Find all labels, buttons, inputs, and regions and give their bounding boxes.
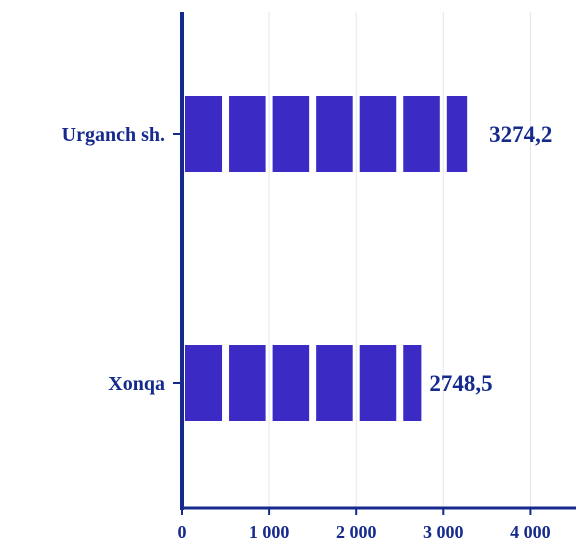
x-tick-label: 3 000 [423,522,464,542]
bar-segment [359,96,397,172]
bar-segment [272,96,310,172]
bar-segment [185,345,223,421]
labels: 0 1 000 2 000 3 000 4 000 Urganch sh. 3274,2 Xo… [62,122,553,542]
x-tick-label: 2 000 [336,522,377,542]
gridlines [268,12,531,508]
bars [185,96,468,421]
bar-segment [272,345,310,421]
category-label: Urganch sh. [62,124,165,146]
bar-segment [316,96,353,172]
bar-segment [403,96,440,172]
category-label: Xonqa [108,373,165,395]
bar-segment [403,345,422,421]
bar-xonqa [185,345,422,421]
bar-segment [316,345,353,421]
data-label: 2748,5 [429,371,492,396]
bar-segment [446,96,468,172]
x-tick-label: 4 000 [510,522,551,542]
data-label: 3274,2 [489,122,552,147]
bar-urganch [185,96,468,172]
bar-segment [359,345,397,421]
x-tick-label: 0 [178,522,187,542]
bar-segment [185,96,223,172]
bar-segment [229,345,266,421]
axes [180,12,576,510]
x-tick-label: 1 000 [249,522,290,542]
bar-segment [229,96,266,172]
